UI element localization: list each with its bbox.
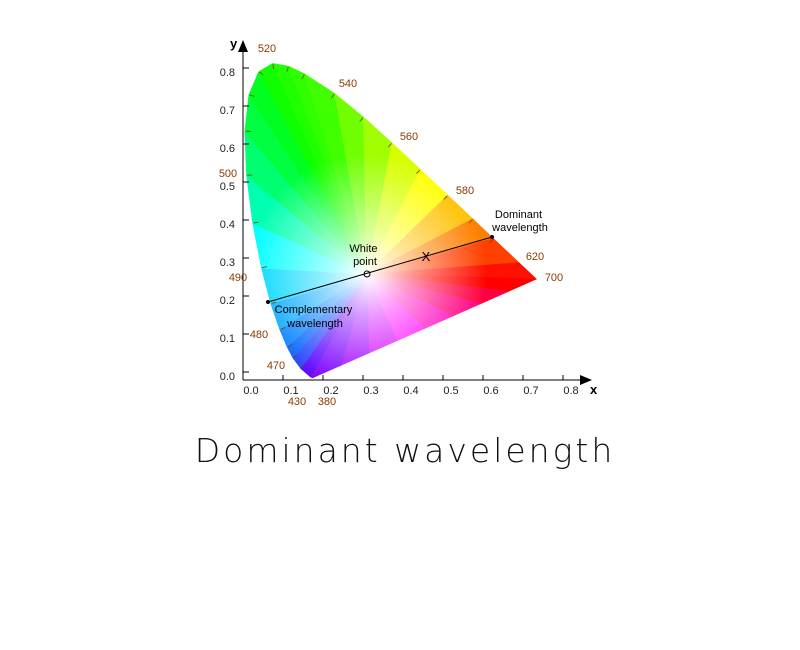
y-tick-label: 0.5	[220, 181, 235, 193]
locus-tick	[359, 117, 364, 122]
wavelength-label: 380	[318, 396, 336, 408]
locus-tick	[301, 364, 306, 369]
wavelength-label: 540	[339, 78, 357, 90]
x-tick-label: 0.4	[403, 385, 418, 397]
wavelength-label: 620	[526, 251, 544, 263]
wavelength-label: 480	[250, 329, 268, 341]
locus-tick	[387, 143, 392, 148]
label-line: Complementary	[275, 304, 353, 316]
wavelength-label: 560	[400, 131, 418, 143]
dominant-line	[267, 236, 493, 303]
locus-tick	[330, 93, 335, 99]
wavelength-label: 700	[545, 272, 563, 284]
locus-tick	[272, 64, 275, 70]
y-tick-label: 0.4	[220, 219, 235, 231]
locus-tick	[416, 169, 421, 174]
caption: Dominant wavelength	[195, 431, 615, 470]
locus-tick	[293, 354, 298, 358]
white-point	[363, 270, 371, 278]
x-tick-label: 0.0	[243, 385, 258, 397]
x-tick-label: 0.6	[483, 385, 498, 397]
y-tick-label: 0.8	[220, 67, 235, 79]
complementary-point	[266, 300, 270, 304]
y-axis-label: y	[230, 36, 238, 51]
x-tick-label: 0.2	[323, 385, 338, 397]
x-tick-label: 0.7	[523, 385, 538, 397]
x-tick-label: 0.1	[283, 385, 298, 397]
locus-tick	[287, 344, 293, 347]
y-tick-label: 0.3	[220, 257, 235, 269]
locus-tick	[271, 301, 277, 304]
wavelength-label: 520	[258, 43, 276, 55]
wavelength-label: 470	[267, 360, 285, 372]
wavelength-label: 490	[229, 272, 247, 284]
wavelength-label: 500	[219, 168, 237, 180]
y-tick-label: 0.1	[220, 333, 235, 345]
locus-tick	[301, 74, 305, 80]
y-tick-label: 0.0	[220, 371, 235, 383]
locus-tick	[259, 71, 264, 76]
x-tick-label: 0.3	[363, 385, 378, 397]
locus-tick	[262, 266, 268, 269]
y-tick-label: 0.2	[220, 295, 235, 307]
label-line: Dominant	[495, 209, 542, 221]
dominant-label: Dominant wavelength	[491, 209, 548, 234]
x-axis-label: x	[590, 382, 598, 397]
x-tick-label: 0.8	[563, 385, 578, 397]
y-tick-label: 0.7	[220, 105, 235, 117]
axes	[238, 40, 592, 385]
locus-tick	[249, 94, 255, 97]
wavelength-label: 580	[456, 185, 474, 197]
dominant-point	[490, 235, 494, 239]
locus-tick	[286, 66, 289, 72]
label-line: point	[353, 256, 377, 268]
locus-tick	[310, 372, 315, 377]
x-arrow	[580, 375, 592, 385]
y-arrow	[238, 40, 248, 52]
label-line: wavelength	[286, 318, 343, 330]
locus-tick	[443, 195, 448, 200]
marker: X	[422, 249, 431, 264]
locus-tick	[515, 263, 520, 268]
x-tick-label: 0.5	[443, 385, 458, 397]
label-line: wavelength	[491, 222, 548, 234]
wavelength-label: 430	[288, 396, 306, 408]
locus-tick	[253, 221, 259, 224]
locus-tick	[468, 219, 473, 224]
locus-tick	[489, 238, 494, 244]
white-point-label: White point	[349, 243, 380, 268]
y-tick-label: 0.6	[220, 143, 235, 155]
locus-tick	[280, 327, 286, 330]
label-line: White	[349, 243, 377, 255]
complementary-label: Complementary wavelength	[275, 304, 356, 330]
